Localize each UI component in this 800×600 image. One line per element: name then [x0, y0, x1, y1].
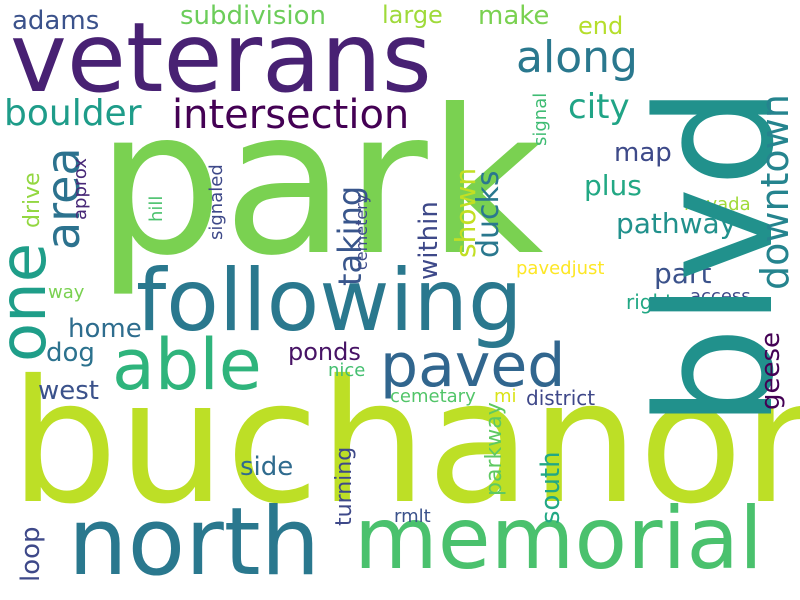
word-make: make: [478, 1, 550, 31]
word-approx: approx: [70, 158, 91, 220]
word-dog: dog: [46, 338, 95, 368]
word-along: along: [516, 32, 638, 83]
word-rmlt: rmlt: [394, 506, 431, 527]
word-part: part: [654, 257, 712, 290]
word-signaled: signaled: [206, 164, 227, 240]
word-side: side: [240, 452, 294, 482]
word-district: district: [526, 386, 596, 410]
word-city: city: [568, 87, 630, 127]
word-north: north: [68, 488, 321, 597]
word-shown: shown: [449, 167, 482, 258]
word-home: home: [68, 314, 142, 344]
word-end: end: [578, 12, 624, 40]
word-buchanon: buchanon: [10, 344, 800, 542]
word-memorial: memorial: [354, 489, 763, 589]
word-boulder: boulder: [4, 93, 142, 134]
word-intersection: intersection: [172, 92, 410, 138]
word-hill: hill: [146, 195, 167, 222]
word-map: map: [614, 138, 672, 168]
word-downtown: downtown: [753, 94, 797, 290]
word-large: large: [382, 1, 443, 29]
word-paved: paved: [380, 331, 566, 401]
word-way: way: [48, 282, 85, 303]
word-south: south: [536, 451, 566, 524]
word-following: following: [136, 251, 523, 351]
word-able: able: [112, 324, 262, 406]
word-turning: turning: [332, 446, 357, 526]
word-cemetery: cemetery: [352, 193, 371, 270]
word-subdivision: subdivision: [180, 1, 327, 31]
word-loop: loop: [16, 526, 46, 582]
word-nice: nice: [328, 360, 366, 381]
word-park: park: [96, 67, 544, 300]
word-ponds: ponds: [288, 338, 361, 366]
word-plus: plus: [584, 169, 642, 202]
word-geese: geese: [756, 331, 786, 410]
word-within: within: [414, 201, 444, 280]
word-adams: adams: [12, 6, 100, 36]
word-drive: drive: [20, 172, 45, 228]
word-right: right: [626, 290, 673, 314]
word-pathway: pathway: [616, 207, 737, 240]
word-parkway: parkway: [482, 402, 507, 496]
word-mi: mi: [494, 386, 517, 407]
word-veterans: veterans: [10, 2, 432, 114]
word-signal: signal: [530, 92, 551, 146]
word-west: west: [38, 376, 100, 406]
word-nevada: nevada: [684, 194, 751, 215]
word-access: access: [690, 286, 751, 307]
word-pavedjust: pavedjust: [516, 258, 605, 279]
word-one: one: [0, 242, 61, 362]
word-cemetary: cemetary: [390, 386, 476, 407]
